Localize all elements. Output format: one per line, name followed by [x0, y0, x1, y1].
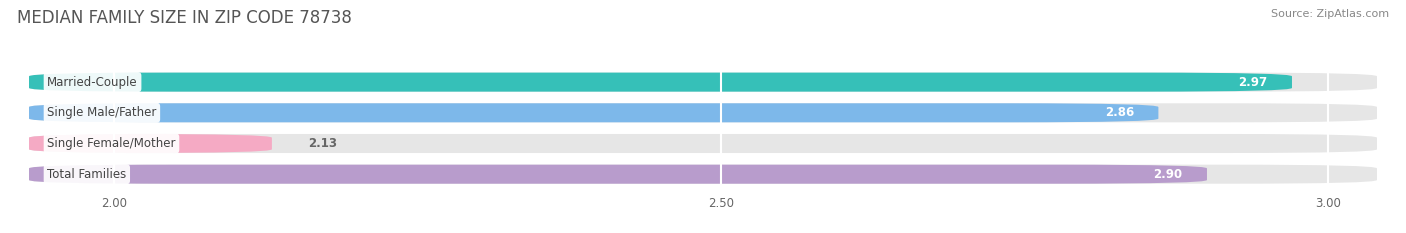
Text: Married-Couple: Married-Couple — [48, 76, 138, 89]
FancyBboxPatch shape — [30, 165, 1206, 184]
Text: 2.97: 2.97 — [1239, 76, 1268, 89]
Text: Total Families: Total Families — [48, 168, 127, 181]
Text: 2.13: 2.13 — [308, 137, 337, 150]
FancyBboxPatch shape — [30, 73, 1376, 92]
FancyBboxPatch shape — [30, 73, 1292, 92]
FancyBboxPatch shape — [30, 134, 271, 153]
Text: 2.86: 2.86 — [1105, 106, 1135, 119]
Text: 2.90: 2.90 — [1153, 168, 1182, 181]
Text: MEDIAN FAMILY SIZE IN ZIP CODE 78738: MEDIAN FAMILY SIZE IN ZIP CODE 78738 — [17, 9, 352, 27]
Text: Source: ZipAtlas.com: Source: ZipAtlas.com — [1271, 9, 1389, 19]
FancyBboxPatch shape — [30, 134, 1376, 153]
Text: Single Male/Father: Single Male/Father — [48, 106, 156, 119]
Text: Single Female/Mother: Single Female/Mother — [48, 137, 176, 150]
FancyBboxPatch shape — [30, 165, 1376, 184]
FancyBboxPatch shape — [30, 103, 1159, 122]
FancyBboxPatch shape — [30, 103, 1376, 122]
